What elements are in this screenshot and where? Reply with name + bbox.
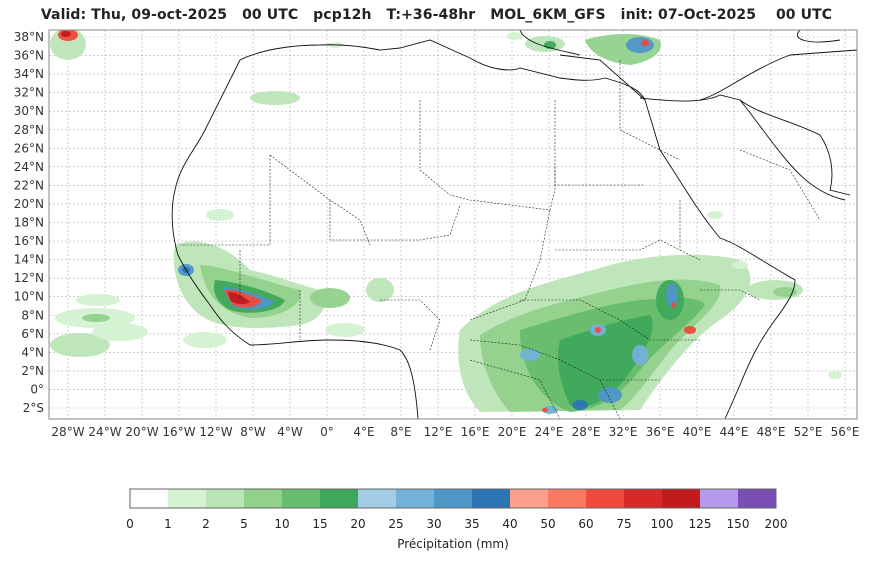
lon-tick-label: 28°E [572, 425, 601, 439]
lon-tick-label: 44°E [720, 425, 749, 439]
colorbar-swatch [662, 489, 701, 508]
lon-tick-label: 20°E [498, 425, 527, 439]
lat-tick-label: 20°N [14, 197, 44, 211]
colorbar-tick-label: 2 [202, 517, 210, 531]
lat-tick-label: 26°N [14, 141, 44, 155]
colorbar-label: Précipitation (mm) [397, 537, 509, 551]
lon-tick-label: 12°E [424, 425, 453, 439]
latitude-labels: 38°N 36°N 34°N 32°N 30°N 28°N 26°N 24°N 22°N 20°N… [14, 30, 44, 415]
lon-tick-label: 0° [320, 425, 334, 439]
colorbar-tick-label: 200 [764, 517, 788, 531]
lat-tick-label: 32°N [14, 86, 44, 100]
title-range: T:+36-48hr [386, 7, 476, 23]
lon-tick-label: 24°E [535, 425, 564, 439]
lat-tick-label: 6°N [21, 327, 44, 341]
lat-tick-label: 38°N [14, 30, 44, 44]
lat-tick-label: 14°N [14, 253, 44, 267]
colorbar-swatch [358, 489, 397, 508]
lat-tick-label: 28°N [14, 123, 44, 137]
country-borders [180, 60, 821, 419]
lon-tick-label: 8°W [240, 425, 266, 439]
lon-tick-label: 32°E [609, 425, 638, 439]
colorbar-tick-label: 50 [540, 517, 556, 531]
colorbar-tick-label: 0 [126, 517, 134, 531]
coastlines [171, 30, 857, 419]
colorbar-tick-label: 1 [164, 517, 172, 531]
colorbar-swatch [624, 489, 663, 508]
lon-tick-label: 28°W [51, 425, 84, 439]
lon-tick-label: 48°E [757, 425, 786, 439]
lon-tick-label: 20°W [125, 425, 158, 439]
colorbar-tick-label: 30 [426, 517, 442, 531]
longitude-labels: 28°W 24°W 20°W 16°W 12°W 8°W 4°W 0° 4°E 8°E 12°E 16… [51, 425, 859, 439]
title-init: init: 07-Oct-2025 [620, 7, 757, 23]
lat-tick-label: 10°N [14, 290, 44, 304]
lat-tick-label: 34°N [14, 67, 44, 81]
lon-tick-label: 36°E [646, 425, 675, 439]
lon-tick-label: 52°E [794, 425, 823, 439]
lat-tick-label: 36°N [14, 49, 44, 63]
lon-tick-label: 40°E [683, 425, 712, 439]
colorbar-swatch [396, 489, 435, 508]
lat-tick-label: 0° [30, 382, 44, 396]
colorbar-tick-label: 35 [464, 517, 480, 531]
colorbar-swatch [510, 489, 549, 508]
lat-tick-label: 16°N [14, 234, 44, 248]
lat-tick-label: 2°N [21, 364, 44, 378]
colorbar-tick-label: 15 [312, 517, 328, 531]
precipitation-field [50, 30, 842, 414]
colorbar-swatch [244, 489, 283, 508]
colorbar-swatch [548, 489, 587, 508]
colorbar-swatch [168, 489, 207, 508]
colorbar-tick-label: 150 [726, 517, 750, 531]
colorbar-tick-label: 40 [502, 517, 518, 531]
lat-tick-label: 22°N [14, 178, 44, 192]
map-frame [48, 29, 858, 420]
map-background [49, 30, 857, 419]
colorbar-swatch [738, 489, 777, 508]
map-title: Valid: Thu, 09-oct-2025 00 UTC pcp12h T:… [0, 7, 873, 23]
lon-tick-label: 56°E [831, 425, 860, 439]
colorbar-swatch [700, 489, 739, 508]
title-valid-hour: 00 UTC [242, 7, 299, 23]
colorbar-swatch [130, 489, 169, 508]
lat-tick-label: 8°N [21, 308, 44, 322]
colorbar-swatch [206, 489, 245, 508]
colorbar-swatch [586, 489, 625, 508]
title-init-hour: 00 UTC [775, 7, 833, 23]
colorbar-swatch [434, 489, 473, 508]
lat-tick-label: 12°N [14, 271, 44, 285]
colorbar-tick-label: 25 [388, 517, 404, 531]
title-model: MOL_6KM_GFS [490, 7, 606, 23]
colorbar-tick-label: 60 [578, 517, 594, 531]
title-product: pcp12h [313, 7, 372, 23]
lon-tick-label: 12°W [199, 425, 232, 439]
lon-tick-label: 24°W [88, 425, 121, 439]
colorbar [129, 488, 777, 509]
colorbar-swatch [472, 489, 511, 508]
title-valid: Valid: Thu, 09-oct-2025 [40, 7, 228, 23]
lat-tick-label: 24°N [14, 160, 44, 174]
lon-tick-label: 16°W [162, 425, 195, 439]
colorbar-tick-label: 75 [616, 517, 632, 531]
colorbar-tick-label: 5 [240, 517, 248, 531]
lat-tick-label: 18°N [14, 216, 44, 230]
colorbar-frame [129, 488, 777, 509]
colorbar-tick-label: 20 [350, 517, 366, 531]
colorbar-swatch [282, 489, 321, 508]
lon-tick-label: 4°W [277, 425, 303, 439]
lat-tick-label: 4°N [21, 345, 44, 359]
colorbar-swatch [320, 489, 359, 508]
lon-tick-label: 16°E [461, 425, 490, 439]
colorbar-tick-label: 10 [274, 517, 290, 531]
lon-tick-label: 8°E [390, 425, 411, 439]
lat-tick-label: 30°N [14, 104, 44, 118]
lon-tick-label: 4°E [353, 425, 374, 439]
colorbar-tick-label: 100 [650, 517, 674, 531]
lat-tick-label: 2°S [23, 401, 44, 415]
colorbar-tick-label: 125 [688, 517, 712, 531]
